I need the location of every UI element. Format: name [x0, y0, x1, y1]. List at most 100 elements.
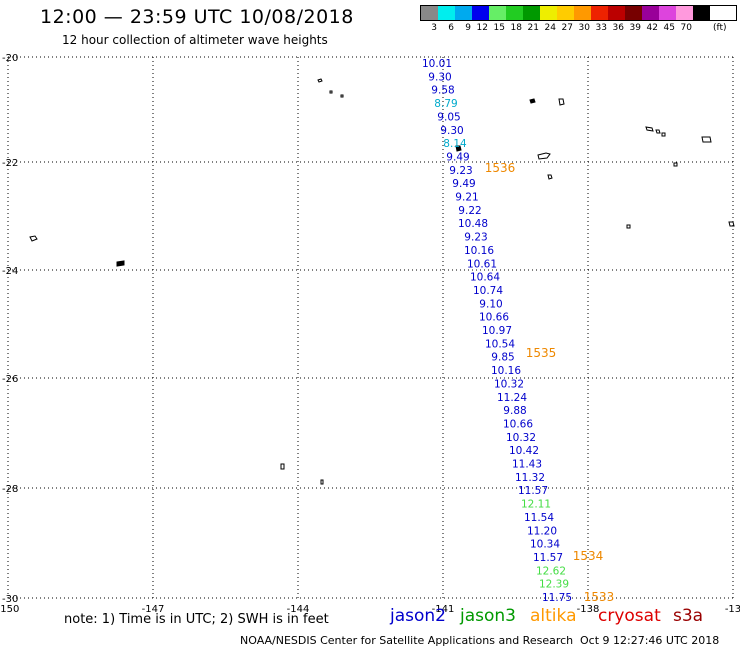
- island: [661, 132, 666, 137]
- colorbar-swatch: [676, 6, 693, 20]
- legend-satellite-altika: altika: [530, 606, 577, 626]
- legend-satellite-jason2: jason2: [390, 606, 446, 626]
- wave-height-reading: 8.14: [443, 138, 467, 150]
- wave-height-reading: 9.30: [440, 125, 463, 137]
- colorbar-unit: (ft): [713, 23, 727, 33]
- wave-height-reading: 9.58: [431, 85, 454, 97]
- wave-height-reading: 9.49: [452, 178, 475, 190]
- map-subtitle: 12 hour collection of altimeter wave hei…: [62, 33, 328, 47]
- wave-height-reading: 8.79: [434, 98, 457, 110]
- island: [455, 145, 462, 152]
- colorbar-swatch: [557, 6, 574, 20]
- latitude-tick-label: -20: [2, 53, 18, 64]
- colorbar-swatch: [455, 6, 472, 20]
- island: [280, 463, 285, 470]
- colorbar-tick-label: 18: [510, 23, 522, 33]
- colorbar-swatch: [659, 6, 676, 20]
- island: [537, 152, 551, 160]
- latitude-tick-label: -22: [2, 158, 18, 169]
- wave-height-reading: 9.88: [503, 405, 526, 417]
- island: [547, 174, 553, 180]
- colorbar-swatch: [693, 6, 710, 20]
- generation-timestamp: Oct 9 12:27:46 UTC 2018: [580, 634, 720, 647]
- legend-satellite-jason3: jason3: [460, 606, 516, 626]
- pass-time-label: 1534: [573, 549, 604, 563]
- colorbar-tick-label: 70: [680, 23, 692, 33]
- colorbar-swatch: [540, 6, 557, 20]
- longitude-tick-label: -144: [287, 604, 310, 615]
- latitude-tick-label: -26: [2, 374, 18, 385]
- colorbar-swatch: [642, 6, 659, 20]
- colorbar-tick-label: 6: [448, 23, 454, 33]
- colorbar-swatch: [489, 6, 506, 20]
- colorbar-swatches: [420, 5, 737, 21]
- colorbar-swatch: [472, 6, 489, 20]
- longitude-tick-label: -13: [725, 604, 740, 615]
- colorbar-labels: 3 6 9 12 15 18 21 24 27 30 33 36 39 42 45 70 (ft): [420, 23, 737, 33]
- colorbar-tick-label: 39: [629, 23, 641, 33]
- island: [29, 235, 38, 242]
- colorbar-tick-label: 21: [527, 23, 539, 33]
- colorbar-tick-label: 27: [561, 23, 573, 33]
- colorbar-tick-label: 36: [612, 23, 624, 33]
- map-title: 12:00 — 23:59 UTC 10/08/2018: [40, 6, 354, 28]
- wave-height-reading: 11.57: [533, 552, 563, 564]
- colorbar-tick-label: 3: [431, 23, 437, 33]
- wave-height-reading: 10.66: [503, 418, 533, 430]
- wave-height-reading: 11.43: [512, 459, 542, 471]
- longitude-tick-label: -141: [432, 604, 455, 615]
- colorbar-tick-label: 12: [476, 23, 488, 33]
- wave-height-reading: 10.48: [458, 218, 488, 230]
- wave-height-reading: 10.97: [482, 325, 512, 337]
- wave-height-reading: 9.85: [491, 352, 514, 364]
- map-grid: -150 -147 -144 -141 -138 -13 -20 -22 -24 -26 -28 -3…: [0, 53, 740, 615]
- island: [340, 94, 344, 98]
- island: [655, 129, 661, 134]
- wave-height-reading: 9.49: [446, 151, 469, 163]
- wave-height-reading: 10.32: [506, 432, 536, 444]
- colorbar-tick-label: 9: [465, 23, 471, 33]
- latitude-tick-label: -30: [2, 594, 18, 605]
- wave-height-reading: 11.20: [527, 525, 557, 537]
- colorbar-tick-label: 42: [646, 23, 658, 33]
- island: [116, 260, 125, 267]
- wave-height-reading: 9.10: [479, 298, 502, 310]
- latitude-tick-label: -28: [2, 484, 18, 495]
- colorbar-swatch: [523, 6, 540, 20]
- island: [645, 126, 654, 132]
- wave-height-reading: 9.21: [455, 192, 478, 204]
- credit-line: NOAA/NESDIS Center for Satellite Applica…: [240, 634, 574, 647]
- wave-height-reading: 10.16: [464, 245, 494, 257]
- wave-height-reading: 11.32: [515, 472, 545, 484]
- island: [320, 479, 324, 485]
- island: [728, 221, 735, 227]
- wave-height-colorbar: 3 6 9 12 15 18 21 24 27 30 33 36 39 42 45 70 (ft): [420, 5, 737, 35]
- colorbar-tick-label: 30: [578, 23, 590, 33]
- wave-height-reading: 10.74: [473, 285, 503, 297]
- wave-height-reading: 10.64: [470, 272, 500, 284]
- legend-satellite-cryosat: cryosat: [598, 606, 661, 626]
- colorbar-swatch: [506, 6, 523, 20]
- wave-height-reading: 10.32: [494, 378, 524, 390]
- wave-height-reading: 9.05: [437, 111, 460, 123]
- wave-height-reading: 9.30: [428, 71, 451, 83]
- longitude-tick-label: -138: [577, 604, 600, 615]
- wave-height-reading: 11.24: [497, 392, 527, 404]
- wave-height-reading: 10.01: [422, 58, 452, 70]
- island: [626, 224, 631, 229]
- island: [317, 78, 323, 83]
- pass-time-label: 1536: [485, 161, 516, 175]
- island: [701, 136, 712, 143]
- longitude-tick-label: -147: [142, 604, 165, 615]
- island: [529, 98, 536, 104]
- colorbar-swatch: [438, 6, 455, 20]
- islands: [29, 78, 735, 485]
- colorbar-tick-label: 33: [595, 23, 607, 33]
- pass-time-label: 1535: [526, 346, 557, 360]
- latitude-tick-label: -24: [2, 266, 18, 277]
- island: [673, 162, 678, 167]
- colorbar-swatch: [591, 6, 608, 20]
- wave-height-reading: 10.42: [509, 445, 539, 457]
- wave-height-reading: 11.57: [518, 485, 548, 497]
